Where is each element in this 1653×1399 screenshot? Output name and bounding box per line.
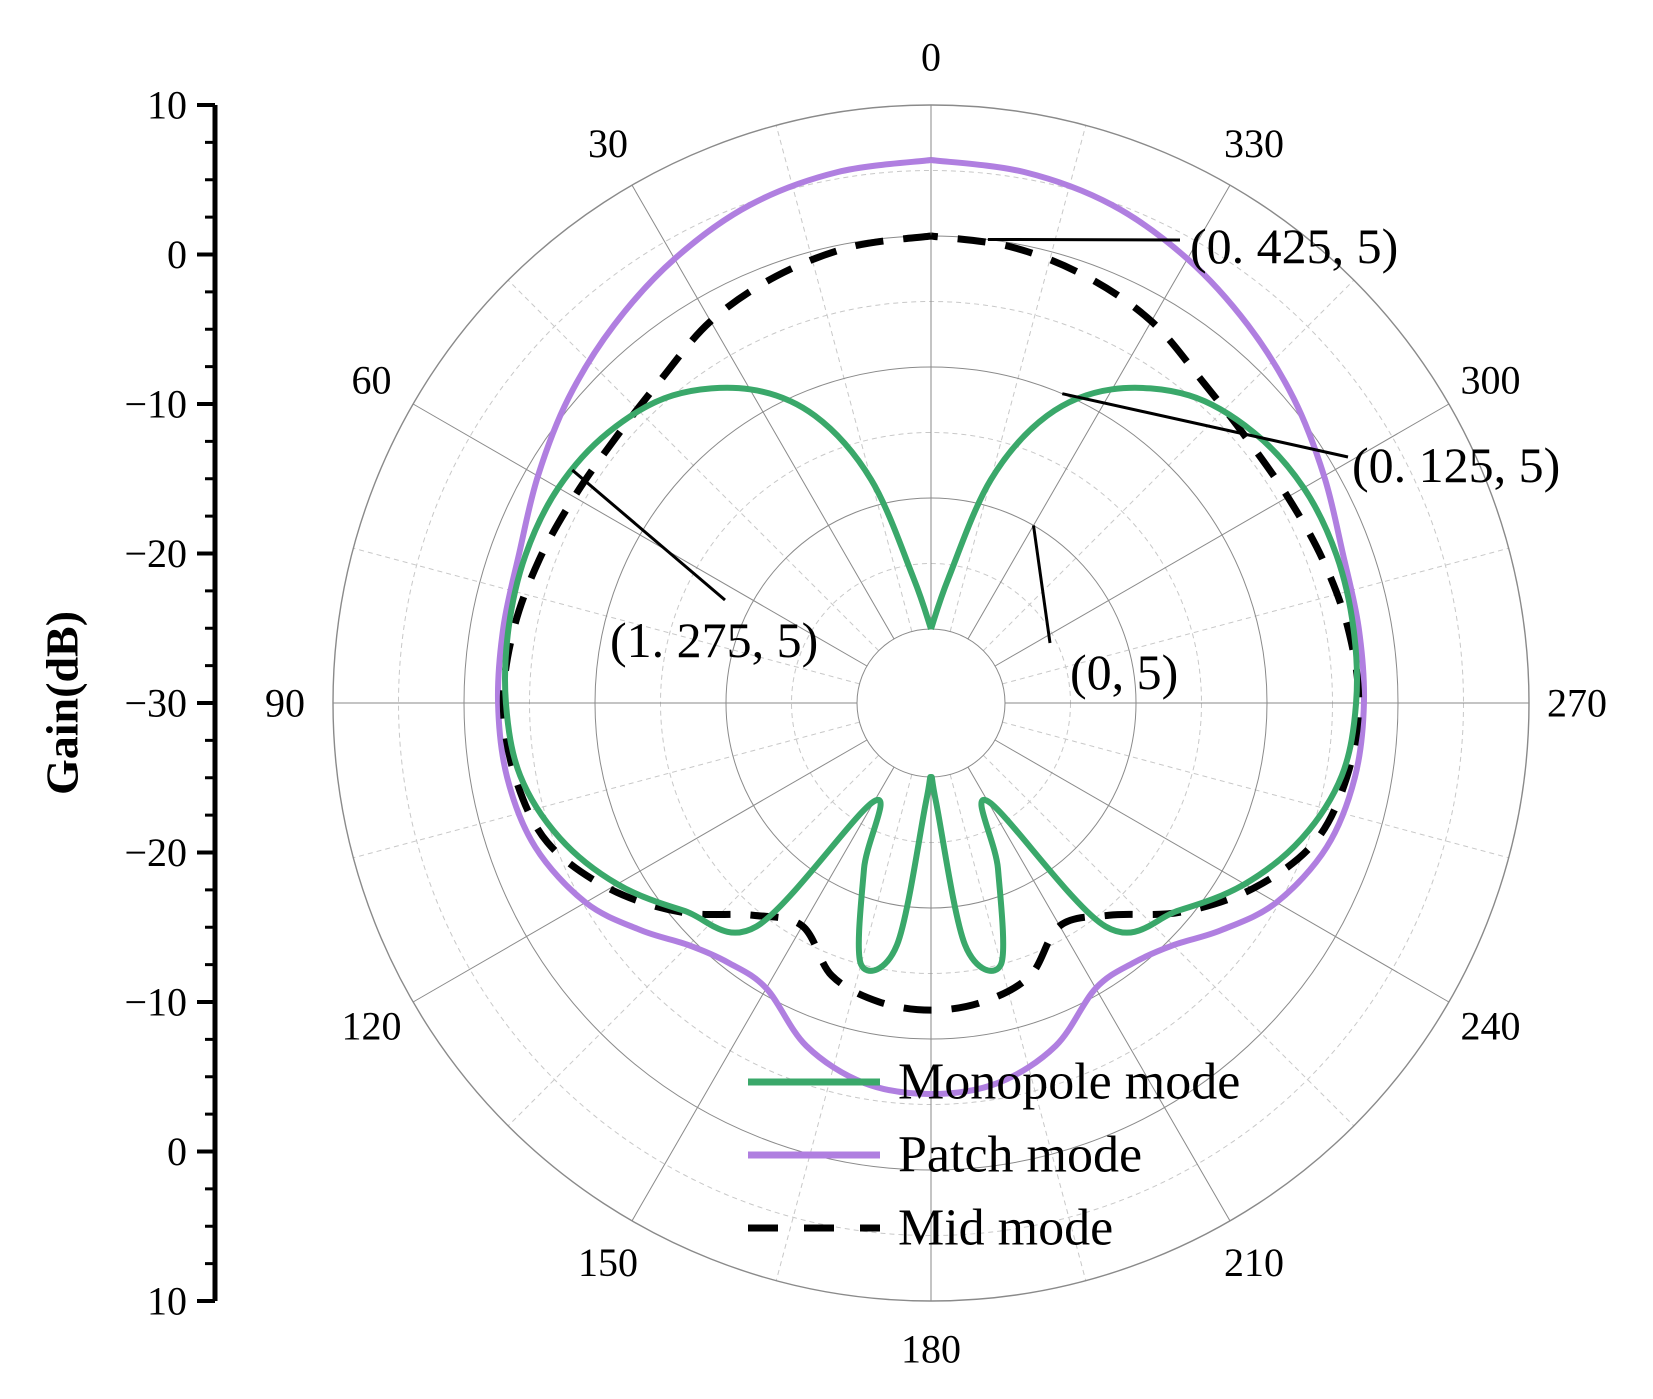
y-axis-title: Gain(dB) xyxy=(37,611,88,795)
angle-tick-label: 180 xyxy=(901,1327,961,1372)
y-axis-tick-label: 10 xyxy=(147,1279,187,1324)
angle-tick-label: 240 xyxy=(1460,1004,1520,1049)
angle-tick-label: 120 xyxy=(342,1004,402,1049)
angle-tick-label: 330 xyxy=(1224,121,1284,166)
legend-label: Mid mode xyxy=(898,1200,1113,1257)
angle-tick-label: 0 xyxy=(921,35,941,80)
annotations: (0. 425, 5) (0. 125, 5) (1. 275, 5) (0, 5) xyxy=(571,218,1560,700)
angle-tick-labels: 0 30 60 90 120 150 180 210 240 270 300 330 xyxy=(265,35,1607,1372)
legend-label: Patch mode xyxy=(898,1127,1142,1184)
annotation-leader-line xyxy=(1032,525,1052,644)
annotation-label: (0, 5) xyxy=(1070,644,1178,700)
y-axis-tick-label: −10 xyxy=(124,382,187,427)
annotation-label: (1. 275, 5) xyxy=(610,612,818,668)
annotation-label: (0. 125, 5) xyxy=(1352,437,1560,493)
series-line-patch-mode xyxy=(494,157,1368,1098)
angle-tick-label: 210 xyxy=(1224,1240,1284,1285)
angle-tick-label: 90 xyxy=(265,681,305,726)
legend-label: Monopole mode xyxy=(898,1054,1240,1111)
angle-tick-label: 30 xyxy=(588,121,628,166)
y-axis-tick-label: 10 xyxy=(147,83,187,128)
series-line-monopole-mode xyxy=(502,384,1360,974)
series-line-mid-mode xyxy=(499,232,1363,1014)
y-axis-tick-label: −20 xyxy=(124,830,187,875)
grid-major-radial xyxy=(412,739,868,1003)
annotation-leader-line xyxy=(987,237,1181,242)
y-axis-tick-label: 0 xyxy=(167,1129,187,1174)
y-axis-tick-label: −30 xyxy=(124,681,187,726)
polar-grid xyxy=(332,104,1530,1302)
y-axis-tick-label: −10 xyxy=(124,980,187,1025)
annotation-leader-line xyxy=(571,468,726,602)
y-axis: 10 0 −10 −20 −30 −20 −10 0 10 Gain(dB) xyxy=(37,83,218,1324)
y-axis-tick-label: −20 xyxy=(124,531,187,576)
annotation-leader-line xyxy=(1061,392,1349,459)
angle-tick-label: 270 xyxy=(1547,681,1607,726)
legend: Monopole mode Patch mode Mid mode xyxy=(748,1054,1240,1257)
angle-tick-label: 150 xyxy=(578,1240,638,1285)
grid-major-radial xyxy=(412,403,868,667)
y-axis-tick-label: 0 xyxy=(167,232,187,277)
grid-major-radial xyxy=(631,766,895,1222)
grid-major-radial xyxy=(994,739,1450,1003)
annotation-label: (0. 425, 5) xyxy=(1190,218,1398,274)
grid-major-radial xyxy=(967,766,1231,1222)
grid-major-radial xyxy=(631,184,895,640)
series-lines xyxy=(494,157,1368,1098)
grid-major-circle xyxy=(856,628,1006,778)
grid-major-radial xyxy=(994,403,1450,667)
angle-tick-label: 60 xyxy=(352,358,392,403)
angle-tick-label: 300 xyxy=(1460,358,1520,403)
